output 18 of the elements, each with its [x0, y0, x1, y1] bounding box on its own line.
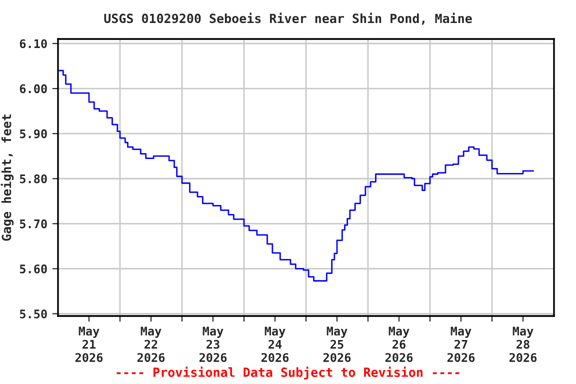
- text: ---- Provisional Data Subject to Revision ----: [116, 366, 460, 380]
- x-tick-label: May 21 2026: [75, 326, 103, 362]
- x-tick-label: May 28 2026: [509, 326, 537, 362]
- y-tick-label: 5.90: [20, 129, 47, 138]
- y-tick-label: 5.80: [20, 174, 47, 184]
- y-tick-label: 5.70: [20, 219, 47, 228]
- y-tick-label: 6.00: [20, 84, 47, 94]
- x-tick-label: May 22 2026: [137, 326, 165, 362]
- y-tick-label: 5.50: [20, 309, 47, 318]
- x-tick-label: May 23 2026: [199, 326, 227, 362]
- x-tick-label: May 24 2026: [261, 326, 289, 362]
- x-tick-label: May 27 2026: [447, 326, 475, 362]
- y-tick-label: 5.60: [20, 264, 47, 274]
- y-axis-title: Gage height, feet: [0, 114, 14, 241]
- x-tick-label: May 26 2026: [385, 326, 413, 362]
- x-tick-label: May 25 2026: [323, 326, 351, 362]
- chart-title: USGS 01029200 Seboeis River near Shin Pond, Maine: [104, 12, 472, 25]
- y-tick-label: 6.10: [20, 39, 47, 48]
